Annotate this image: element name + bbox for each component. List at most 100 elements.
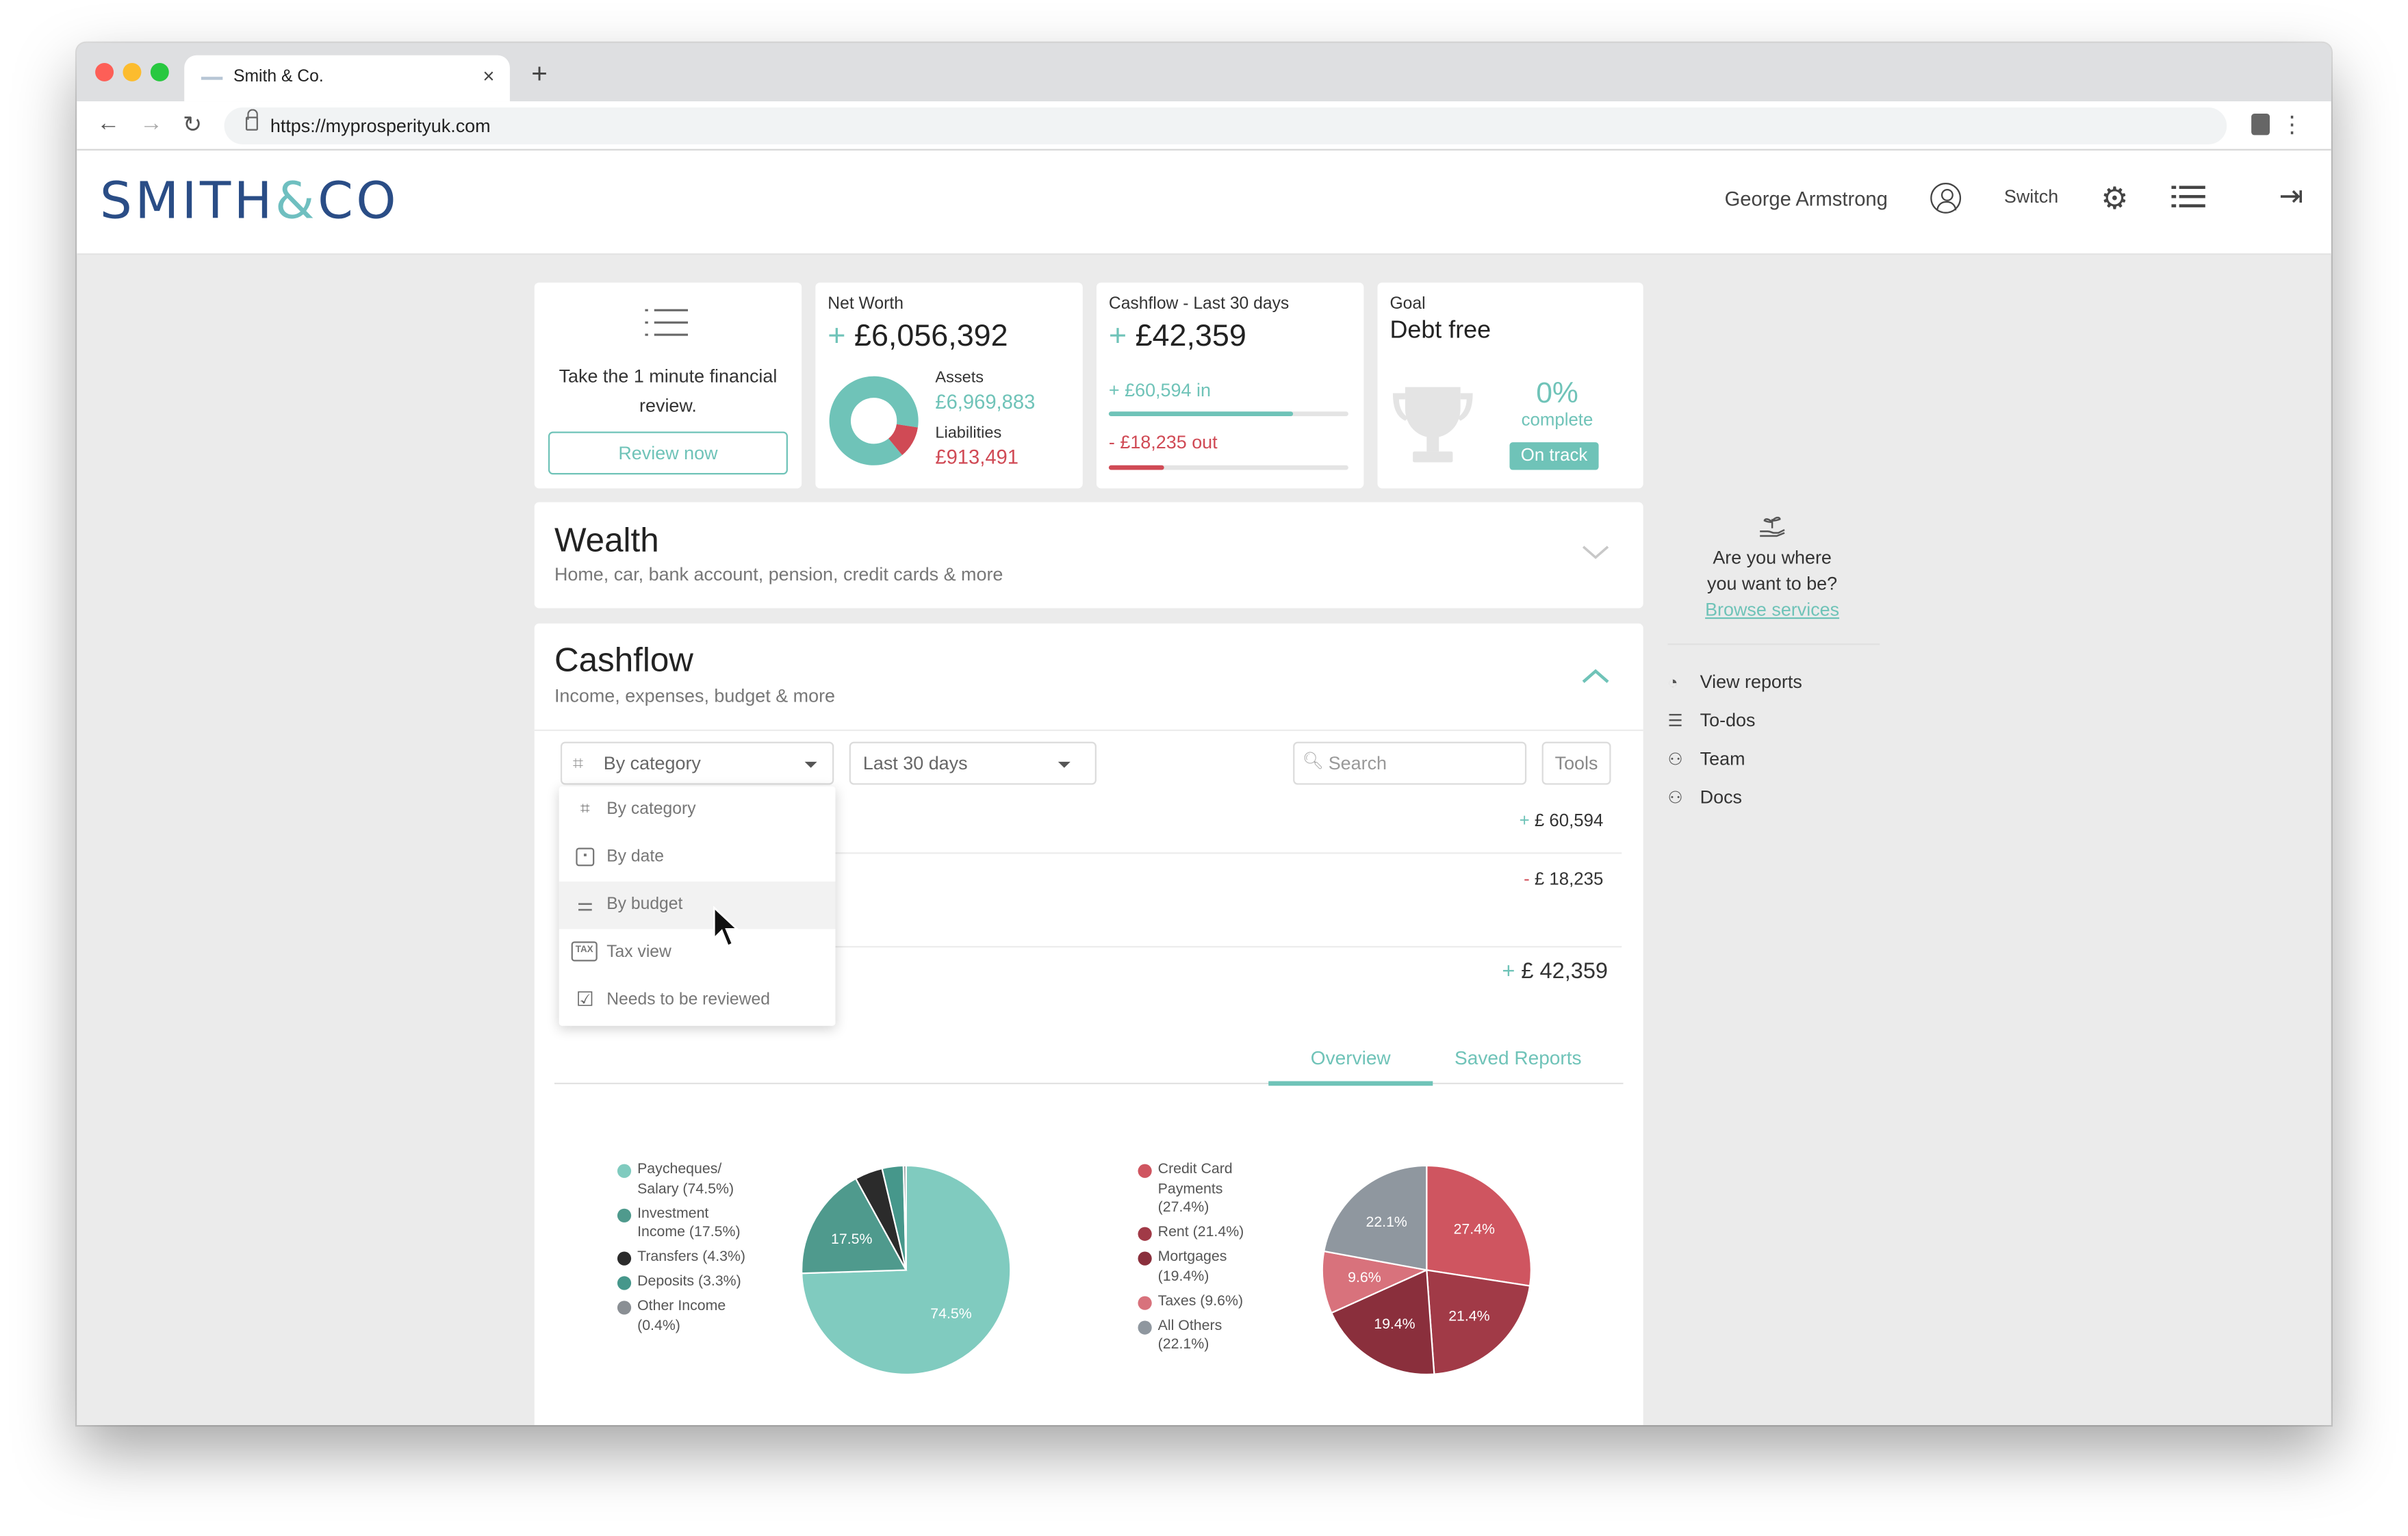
cashflow-in-suffix: in xyxy=(1196,379,1211,401)
assets-label: Assets xyxy=(935,368,984,387)
chevron-up-icon[interactable] xyxy=(1582,668,1609,683)
list-menu-icon[interactable] xyxy=(2171,184,2205,209)
forward-arrow-icon[interactable]: → xyxy=(140,110,163,137)
expense-row-total[interactable]: - £ 18,235 xyxy=(1514,871,1603,889)
sidebar-docs[interactable]: ⚇ Docs xyxy=(1668,786,1742,808)
goal-status-badge: On track xyxy=(1509,442,1599,470)
period-select[interactable]: Last 30 days xyxy=(849,741,1097,785)
legend-label: Mortgages (19.4%) xyxy=(1157,1249,1227,1285)
cashflow-subtitle: Income, expenses, budget & more xyxy=(554,684,836,707)
expense-pie-chart: 27.4% 21.4% 19.4% 9.6% 22.1% xyxy=(1321,1164,1532,1376)
cashflow-title: Cashflow xyxy=(554,640,693,679)
net-amount: £ 42,359 xyxy=(1521,960,1609,985)
goal-complete-label: complete xyxy=(1521,411,1593,431)
pie-slice[interactable] xyxy=(902,1164,907,1270)
minimize-window-icon[interactable] xyxy=(123,62,142,81)
legend-swatch xyxy=(1138,1164,1152,1178)
goal-percent: 0% xyxy=(1536,377,1578,411)
tab-saved-reports[interactable]: Saved Reports xyxy=(1455,1047,1582,1069)
income-row-total[interactable]: + £ 60,594 xyxy=(1514,812,1604,831)
legend-label: Transfers (4.3%) xyxy=(637,1249,746,1266)
wealth-section[interactable]: Wealth Home, car, bank account, pension,… xyxy=(534,502,1643,609)
new-tab-button[interactable]: + xyxy=(531,58,548,90)
pie-slice[interactable] xyxy=(1426,1164,1532,1287)
gear-icon[interactable]: ⚙ xyxy=(2101,182,2129,217)
assets-value: £6,969,883 xyxy=(935,389,1036,413)
pie-slice[interactable] xyxy=(1322,1164,1428,1271)
menu-item-label: By budget xyxy=(606,895,683,914)
tab-overview[interactable]: Overview xyxy=(1310,1047,1391,1069)
user-name[interactable]: George Armstrong xyxy=(1724,187,1888,211)
expense-amount: £ 18,235 xyxy=(1534,871,1604,890)
switch-button[interactable]: Switch xyxy=(2003,185,2059,207)
sidebar-to-dos[interactable]: ☰ To-dos xyxy=(1668,710,1756,731)
checkbox-icon: ☑ xyxy=(576,987,594,1011)
review-now-button[interactable]: Review now xyxy=(548,431,788,475)
net-cashflow-total: + £ 42,359 xyxy=(1456,960,1608,984)
chevron-down-icon[interactable] xyxy=(1582,545,1609,560)
menu-item-tax-view[interactable]: TAX Tax view xyxy=(559,929,836,977)
pie-slice[interactable] xyxy=(1426,1269,1531,1375)
search-placeholder: Search xyxy=(1328,752,1387,774)
cashflow-out-suffix: out xyxy=(1192,431,1218,453)
sidebar-team[interactable]: ⚇ Team xyxy=(1668,748,1745,769)
net-worth-sign: + xyxy=(828,319,846,354)
browser-menu-icon[interactable]: ⋮ xyxy=(2280,112,2304,138)
docs-icon: ⚇ xyxy=(1667,789,1683,808)
pie-slice[interactable] xyxy=(1330,1268,1435,1376)
calendar-icon: ▪ xyxy=(576,847,595,867)
maximize-window-icon[interactable] xyxy=(150,62,169,81)
net-worth-card[interactable]: Net Worth + £6,056,392 Assets £6,969,883… xyxy=(815,282,1083,489)
legend-label: Taxes (9.6%) xyxy=(1157,1292,1244,1309)
pie-slice[interactable] xyxy=(801,1177,908,1275)
cashflow-in-sign: + xyxy=(1108,379,1120,401)
chart-icon: ◔ xyxy=(1667,674,1678,693)
lock-icon xyxy=(245,109,258,131)
browser-tab[interactable]: Smith & Co. × xyxy=(184,55,510,102)
menu-item-needs-review[interactable]: ☑ Needs to be reviewed xyxy=(559,977,836,1025)
reload-icon[interactable]: ↻ xyxy=(182,112,203,138)
pie-slice[interactable] xyxy=(801,1164,1012,1376)
search-input[interactable]: 🔍︎ Search xyxy=(1293,741,1527,785)
sidebar-prompt-line2: you want to be? xyxy=(1707,572,1838,595)
sidebar-view-reports[interactable]: ◔ View reports xyxy=(1668,671,1802,692)
cashflow-out-bar xyxy=(1108,465,1348,470)
legend-swatch xyxy=(1138,1320,1152,1334)
smith-co-logo[interactable]: SMITH&CO xyxy=(100,170,399,231)
browser-window: Smith & Co. × + ← → ↻ https://myprosperi… xyxy=(77,42,2331,1426)
sidebar-link-label: Team xyxy=(1700,747,1745,770)
menu-item-by-budget[interactable]: ⚌ By budget xyxy=(559,881,836,930)
close-window-icon[interactable] xyxy=(95,62,114,81)
url-field[interactable]: https://myprosperityuk.com xyxy=(224,107,2227,144)
income-legend: Paycheques/Salary (74.5%) Investment Incom… xyxy=(617,1161,786,1376)
legend-swatch xyxy=(617,1276,632,1290)
menu-item-by-date[interactable]: ▪ By date xyxy=(559,834,836,882)
menu-item-by-category[interactable]: ⌗ By category xyxy=(559,786,836,834)
cashflow-in-bar xyxy=(1108,411,1348,417)
goal-label: Goal xyxy=(1389,294,1426,313)
wealth-subtitle: Home, car, bank account, pension, credit… xyxy=(554,563,1003,585)
mouse-cursor xyxy=(713,906,740,947)
income-sign: + xyxy=(1519,812,1530,831)
tools-button[interactable]: Tools xyxy=(1541,741,1611,785)
logout-icon[interactable]: ⇥ xyxy=(2279,181,2304,214)
group-by-select[interactable]: ⌗ By category xyxy=(560,741,834,785)
browse-services-link[interactable]: Browse services xyxy=(1705,599,1840,621)
cashflow-summary-card[interactable]: Cashflow - Last 30 days + £42,359 + £60,… xyxy=(1096,282,1364,489)
pie-slice[interactable] xyxy=(1321,1250,1430,1314)
pie-slice-label: 9.6% xyxy=(1348,1269,1381,1285)
back-arrow-icon[interactable]: ← xyxy=(97,110,120,137)
close-tab-icon[interactable]: × xyxy=(483,64,495,88)
goal-card[interactable]: Goal Debt free 0% complete On track xyxy=(1377,282,1643,489)
tax-icon: TAX xyxy=(571,941,598,962)
cashflow-in-value: £60,594 xyxy=(1125,379,1192,401)
tab-bar: Smith & Co. × + xyxy=(77,42,2331,102)
checklist-icon: ☰ xyxy=(1667,713,1683,731)
legend-swatch xyxy=(1138,1295,1152,1309)
pie-slice-label: 27.4% xyxy=(1454,1221,1495,1238)
legend-label: All Others (22.1%) xyxy=(1157,1316,1222,1353)
pie-slice-label: 19.4% xyxy=(1374,1316,1415,1332)
extension-icon[interactable] xyxy=(2251,114,2270,136)
user-account-icon[interactable] xyxy=(1930,182,1962,214)
tab-title: Smith & Co. xyxy=(233,67,324,86)
